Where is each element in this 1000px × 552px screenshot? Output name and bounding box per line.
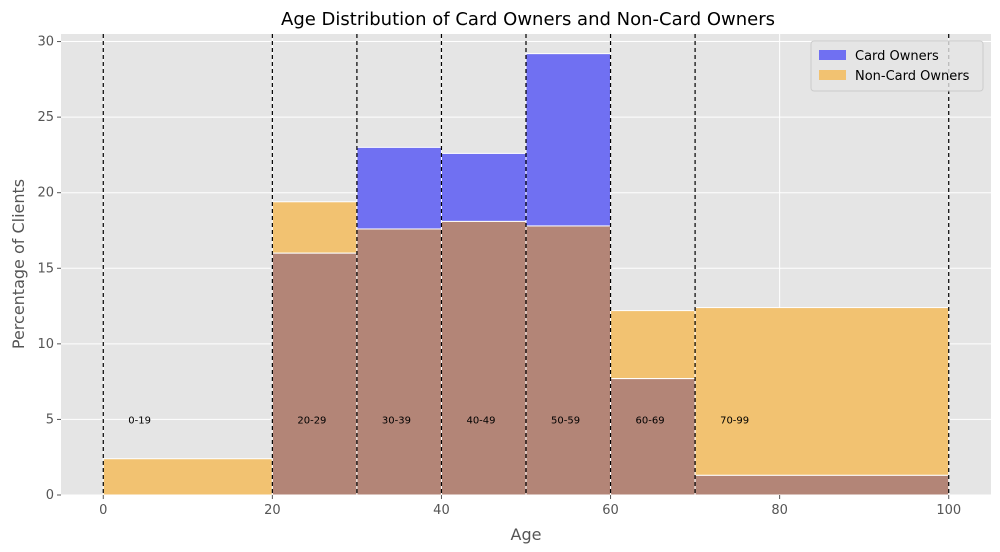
legend-box — [810, 40, 984, 92]
card-owners-bar — [525, 53, 612, 227]
y-tick-label: 20 — [37, 186, 54, 201]
card-owners-bar — [440, 152, 527, 222]
x-tick-label: 40 — [433, 503, 450, 518]
bars — [102, 53, 950, 496]
overlap-bar — [694, 474, 950, 496]
legend-entry: Non-Card Owners — [855, 69, 970, 84]
non-card-owners-bar — [610, 310, 696, 380]
bin-label: 30-39 — [382, 415, 411, 426]
y-tick-label: 25 — [37, 110, 54, 125]
bin-label: 70-99 — [720, 415, 749, 426]
y-axis-ticks: 0 5 10 15 20 25 30 — [37, 35, 61, 503]
non-card-owners-bar — [271, 201, 358, 254]
bin-label: 60-69 — [636, 415, 665, 426]
y-tick-label: 15 — [37, 261, 54, 276]
bin-label: 40-49 — [466, 415, 495, 426]
y-tick-label: 5 — [46, 412, 54, 427]
bin-label: 0-19 — [128, 415, 151, 426]
y-tick-label: 0 — [46, 488, 54, 503]
overlap-bar — [440, 220, 527, 496]
legend-swatch — [819, 70, 846, 80]
legend: Card Owners Non-Card Owners — [810, 40, 984, 92]
overlap-bar — [525, 225, 612, 496]
x-tick-label: 20 — [264, 503, 281, 518]
x-tick-label: 60 — [602, 503, 619, 518]
chart-title: Age Distribution of Card Owners and Non-… — [281, 9, 775, 30]
x-tick-label: 80 — [771, 503, 788, 518]
y-tick-label: 10 — [37, 337, 54, 352]
x-tick-label: 0 — [99, 503, 107, 518]
bin-label: 20-29 — [297, 415, 326, 426]
overlap-bar — [271, 252, 358, 496]
overlap-bar — [610, 378, 696, 496]
x-axis-ticks: 0 20 40 60 80 100 — [99, 495, 961, 518]
bin-label: 50-59 — [551, 415, 580, 426]
legend-swatch — [819, 50, 846, 60]
x-tick-label: 100 — [936, 503, 961, 518]
bin-labels: 0-19 20-29 30-39 40-49 50-59 60-69 70-99 — [128, 415, 749, 426]
y-axis-label: Percentage of Clients — [9, 179, 28, 349]
card-owners-bar — [356, 146, 442, 230]
legend-entry: Card Owners — [855, 49, 939, 64]
overlap-bar — [356, 228, 442, 496]
non-card-owners-bar — [694, 307, 950, 476]
y-tick-label: 30 — [37, 35, 54, 50]
non-card-owners-bar — [102, 458, 273, 496]
x-axis-label: Age — [511, 525, 542, 544]
